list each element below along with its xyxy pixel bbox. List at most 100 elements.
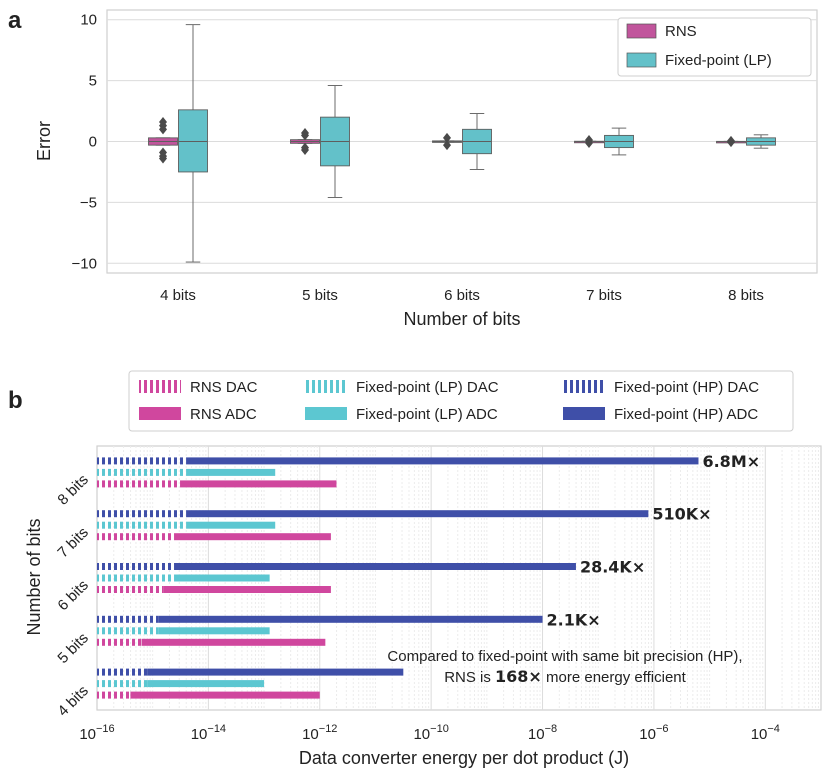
energy-note-line-1: Compared to fixed-point with same bit pr… (387, 648, 742, 665)
x-tick-label: 10−10 (413, 723, 448, 743)
x-tick-base: 10 (639, 726, 656, 743)
x-tick-base: 10 (302, 726, 319, 743)
bar-dac-fixed-point-hp-6-bits (97, 563, 175, 570)
bar-adc-fixed-point-lp-6-bits (174, 574, 270, 582)
panel-b-x-ticks: 10−16 10−14 10−12 10−10 10−8 10−6 10−4 (79, 723, 780, 743)
x-tick-label: 10−8 (528, 723, 557, 743)
legend-swatch-hp-adc (563, 407, 605, 420)
legend-swatch-lp-dac (305, 380, 347, 393)
x-tick-exponent: −8 (545, 723, 558, 735)
y-tick-label: −10 (72, 255, 97, 272)
panel-b-bars (97, 457, 699, 699)
legend-swatch-fixed-point-lp (626, 52, 657, 68)
panel-a-y-ticks: 10 5 0 −5 −10 (72, 12, 97, 273)
bar-adc-fixed-point-lp-8-bits (186, 468, 276, 476)
panel-b-x-axis-title: Data converter energy per dot product (J… (299, 748, 629, 768)
outlier-rns-6-bits (443, 132, 451, 143)
panel-b-legend: RNS DAC RNS ADC Fixed-point (LP) DAC Fix… (128, 370, 794, 432)
bar-dac-fixed-point-hp-8-bits (97, 457, 187, 465)
outlier-rns-5-bits (301, 145, 309, 156)
bar-adc-fixed-point-lp-5-bits (158, 627, 270, 635)
energy-note-line-2: RNS is 168× more energy efficient (444, 667, 686, 686)
x-tick-base: 10 (191, 726, 208, 743)
y-tick-label: 5 (89, 73, 97, 90)
bar-dac-fixed-point-lp-8-bits (97, 468, 187, 476)
y-tick-label-5-bits: 5 bits (54, 630, 91, 667)
legend-swatch-lp-adc (305, 407, 347, 420)
bar-adc-fixed-point-lp-7-bits (186, 521, 276, 529)
legend-label-rns: RNS (665, 23, 697, 40)
panel-a-x-axis-title: Number of bits (403, 309, 520, 329)
x-tick-exponent: −6 (656, 723, 669, 735)
energy-note-pre: RNS is (444, 669, 495, 686)
x-tick-label: 10−6 (639, 723, 668, 743)
x-tick-base: 10 (413, 726, 430, 743)
energy-note-post: more energy efficient (542, 669, 687, 686)
bar-dac-fixed-point-hp-7-bits (97, 510, 187, 518)
bar-adc-fixed-point-hp-5-bits (158, 615, 543, 623)
x-tick-base: 10 (751, 726, 768, 743)
box-fixed-point-lp-4-bits (178, 109, 208, 173)
bar-dac-fixed-point-hp-5-bits (97, 615, 159, 623)
panel-a-y-axis-title: Error (34, 121, 54, 161)
bar-adc-rns-6-bits (163, 586, 331, 593)
energy-note-bold: 168× (495, 667, 542, 686)
panel-b-letter: b (8, 387, 23, 414)
panel-b-improvement-labels: 2.1K× 28.4K× 510K× 6.8M× (547, 452, 761, 629)
bar-dac-fixed-point-hp-4-bits (97, 668, 148, 676)
outlier-rns-4-bits (159, 153, 167, 164)
outlier-rns-7-bits (585, 137, 593, 148)
panel-a-box-plot: 10 5 0 −5 −10 4 bits 5 bits 6 bits 7 bits 8 bits… (34, 9, 818, 329)
bar-dac-fixed-point-lp-7-bits (97, 521, 187, 529)
y-tick-label-8-bits: 8 bits (54, 471, 91, 508)
bar-adc-fixed-point-hp-7-bits (186, 510, 649, 518)
x-tick-label-5-bits: 5 bits (302, 287, 338, 304)
legend-label-lp-adc: Fixed-point (LP) ADC (356, 406, 498, 423)
y-tick-label-6-bits: 6 bits (54, 577, 91, 614)
y-tick-label-4-bits: 4 bits (54, 682, 91, 719)
bar-dac-rns-5-bits (97, 638, 142, 646)
improvement-label-7-bits: 510K× (652, 505, 711, 524)
outlier-rns-5-bits (301, 130, 309, 141)
panel-a-letter: a (8, 7, 22, 34)
y-tick-label-7-bits: 7 bits (54, 524, 91, 561)
y-tick-label: 10 (80, 12, 97, 29)
x-tick-exponent: −10 (430, 723, 449, 735)
bar-dac-fixed-point-lp-4-bits (97, 680, 148, 688)
bar-adc-rns-5-bits (141, 638, 326, 646)
legend-label-hp-adc: Fixed-point (HP) ADC (614, 406, 758, 423)
legend-swatch-rns-dac (139, 380, 181, 393)
panel-a-boxes (148, 24, 776, 263)
legend-swatch-hp-dac (563, 380, 605, 393)
x-tick-label-8-bits: 8 bits (728, 287, 764, 304)
improvement-label-8-bits: 6.8M× (702, 452, 760, 471)
panel-a-legend: RNS Fixed-point (LP) (617, 17, 812, 77)
bar-adc-fixed-point-lp-4-bits (147, 680, 265, 688)
panel-b-y-ticks: 4 bits 5 bits 6 bits 7 bits 8 bits (54, 471, 91, 720)
outlier-rns-6-bits (443, 140, 451, 151)
legend-label-hp-dac: Fixed-point (HP) DAC (614, 379, 759, 396)
bar-dac-fixed-point-lp-6-bits (97, 574, 175, 582)
y-tick-label: 0 (89, 134, 97, 151)
legend-swatch-rns-adc (139, 407, 181, 420)
x-tick-label: 10−16 (79, 723, 114, 743)
x-tick-label-7-bits: 7 bits (586, 287, 622, 304)
panel-b-legend-frame (128, 370, 794, 432)
bar-adc-rns-4-bits (130, 691, 320, 699)
bar-dac-rns-4-bits (97, 691, 131, 699)
legend-label-rns-adc: RNS ADC (190, 406, 257, 423)
x-tick-exponent: −14 (207, 723, 226, 735)
x-tick-base: 10 (528, 726, 545, 743)
x-tick-exponent: −12 (319, 723, 338, 735)
bar-adc-fixed-point-hp-6-bits (174, 563, 576, 570)
x-tick-label: 10−4 (751, 723, 780, 743)
x-tick-exponent: −16 (96, 723, 115, 735)
bar-adc-rns-7-bits (174, 533, 331, 541)
bar-adc-rns-8-bits (180, 480, 337, 488)
panel-b-bar-chart: 10−16 10−14 10−12 10−10 10−8 10−6 10−4 4 bits5… (24, 445, 822, 768)
legend-swatch-rns (626, 23, 657, 39)
bar-dac-rns-7-bits (97, 533, 175, 541)
x-tick-label-4-bits: 4 bits (160, 287, 196, 304)
x-tick-exponent: −4 (767, 723, 780, 735)
